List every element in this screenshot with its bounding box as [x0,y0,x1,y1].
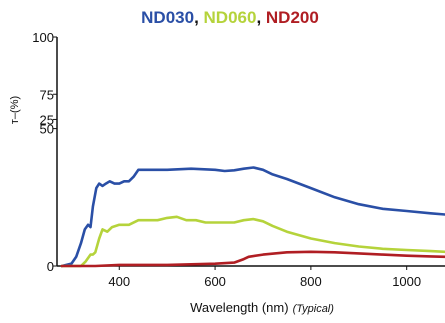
y-tick-label: 100 [32,30,54,45]
series-line-nd200 [60,250,445,268]
x-tick-label: 600 [204,274,226,289]
chart-title: ND030, ND060, ND200 [141,8,319,27]
title-separator-1: , [194,8,203,27]
x-tick-label: 400 [108,274,130,289]
y-tick-label: 75 [40,87,54,102]
x-tick-label: 800 [300,274,322,289]
title-separator-2: , [256,8,265,27]
series-line-nd060 [60,215,445,268]
x-axis-label-main: Wavelength (nm) [190,300,289,315]
y-tick-label: 0 [47,259,54,274]
title-nd030: ND030 [141,8,194,27]
x-axis-label: Wavelength (nm) (Typical) [190,300,334,315]
series-line-nd030 [60,166,445,268]
x-axis-label-note: (Typical) [293,303,335,315]
y-axis-label: т–(%) [9,96,21,124]
y-tick-label: 50 [40,122,54,137]
y-tick-label: 25 [40,112,54,127]
title-nd200: ND200 [266,8,319,27]
x-tick-label: 1000 [392,274,421,289]
title-nd060: ND060 [204,8,257,27]
